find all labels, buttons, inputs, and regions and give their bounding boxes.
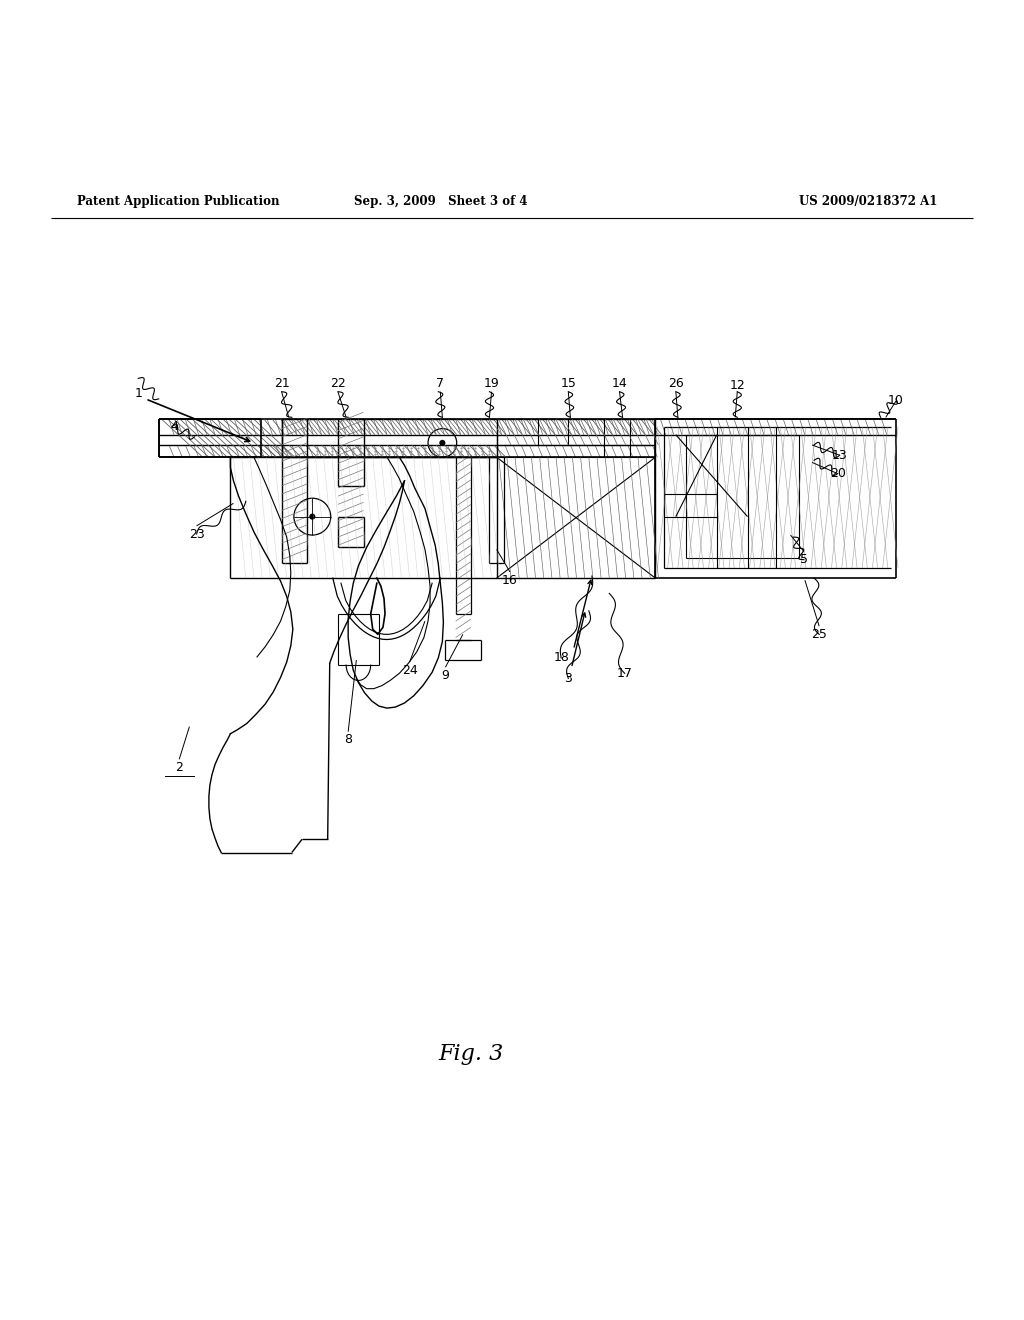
- Text: 2: 2: [175, 762, 183, 774]
- Text: 26: 26: [668, 378, 684, 389]
- Text: 1: 1: [134, 387, 142, 400]
- Text: 23: 23: [188, 528, 205, 541]
- Text: 12: 12: [729, 379, 745, 392]
- Circle shape: [439, 440, 445, 446]
- Text: 10: 10: [888, 395, 904, 408]
- Text: US 2009/0218372 A1: US 2009/0218372 A1: [799, 195, 937, 207]
- Text: 5: 5: [800, 553, 808, 566]
- Text: 25: 25: [811, 628, 827, 642]
- Text: 9: 9: [441, 669, 450, 682]
- Circle shape: [309, 513, 315, 520]
- Text: 7: 7: [436, 378, 444, 389]
- Text: 18: 18: [553, 652, 569, 664]
- Text: 21: 21: [273, 378, 290, 389]
- Text: 8: 8: [344, 734, 352, 746]
- Text: Sep. 3, 2009   Sheet 3 of 4: Sep. 3, 2009 Sheet 3 of 4: [353, 195, 527, 207]
- Text: 19: 19: [483, 378, 500, 389]
- Text: 13: 13: [831, 449, 848, 462]
- Text: Patent Application Publication: Patent Application Publication: [77, 195, 280, 207]
- Text: 20: 20: [829, 467, 846, 480]
- Text: 14: 14: [611, 378, 628, 389]
- Text: 4: 4: [170, 420, 178, 433]
- Text: 16: 16: [502, 574, 518, 586]
- Text: 22: 22: [330, 378, 346, 389]
- Text: 15: 15: [560, 378, 577, 389]
- Text: Fig. 3: Fig. 3: [438, 1043, 504, 1065]
- Text: 17: 17: [616, 667, 633, 680]
- Text: 24: 24: [401, 664, 418, 677]
- Text: 3: 3: [564, 672, 572, 685]
